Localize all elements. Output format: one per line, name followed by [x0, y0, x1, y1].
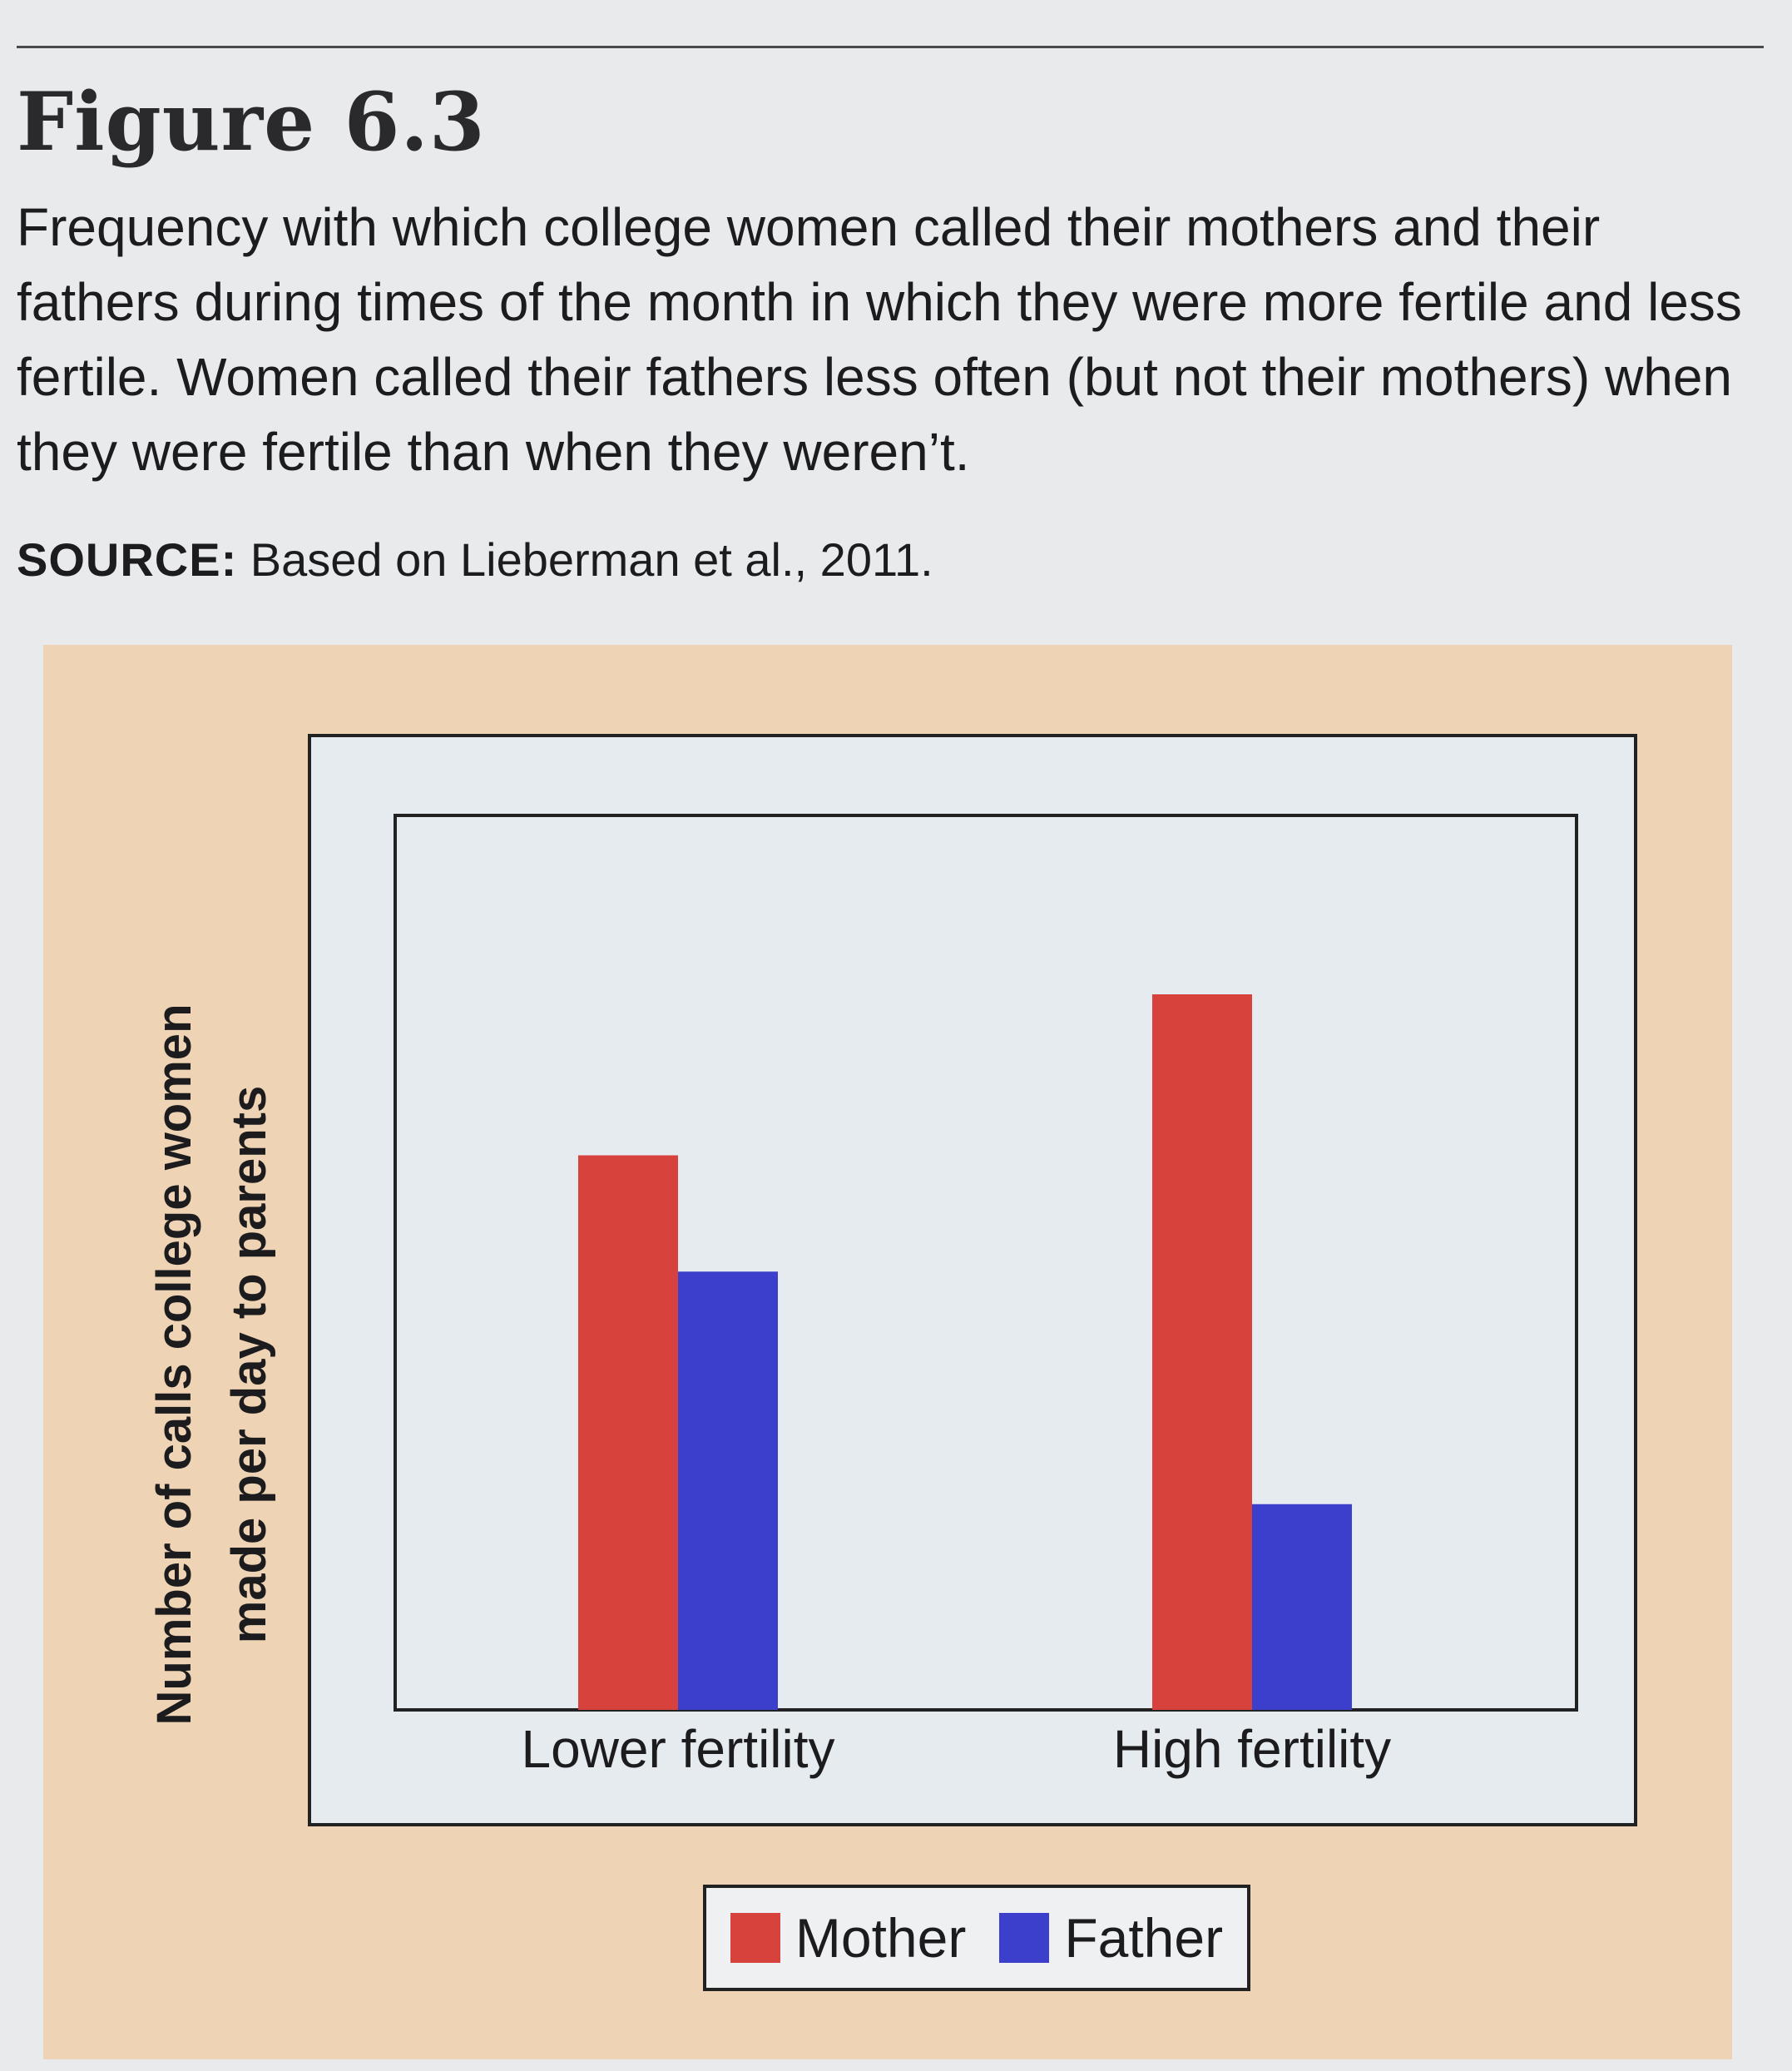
bar-mother-lower-fertility	[578, 1155, 678, 1710]
x-tick-label-lower-fertility: Lower fertility	[521, 1719, 835, 1779]
top-rule	[17, 46, 1764, 48]
x-tick-label-high-fertility: High fertility	[1112, 1719, 1392, 1779]
legend: Mother Father	[703, 1885, 1250, 1991]
figure-number: Figure 6.3	[17, 75, 486, 169]
figure-caption: Frequency with which college women calle…	[17, 197, 1742, 482]
legend-label-father: Father	[1064, 1907, 1224, 1969]
bar-father-lower-fertility	[678, 1271, 778, 1710]
legend-item-father: Father	[999, 1906, 1223, 1969]
legend-swatch-mother	[730, 1913, 780, 1963]
legend-item-mother: Mother	[730, 1906, 966, 1969]
bar-mother-high-fertility	[1152, 994, 1252, 1710]
legend-swatch-father	[999, 1913, 1050, 1963]
source-text: Based on Lieberman et al., 2011.	[237, 533, 933, 586]
figure-source: SOURCE: Based on Lieberman et al., 2011.	[17, 533, 933, 587]
bar-father-high-fertility	[1252, 1504, 1352, 1710]
legend-label-mother: Mother	[795, 1907, 967, 1969]
plot-area	[394, 814, 1578, 1712]
source-label: SOURCE:	[17, 533, 238, 586]
y-axis-label: Number of calls college women made per d…	[147, 1003, 276, 1726]
